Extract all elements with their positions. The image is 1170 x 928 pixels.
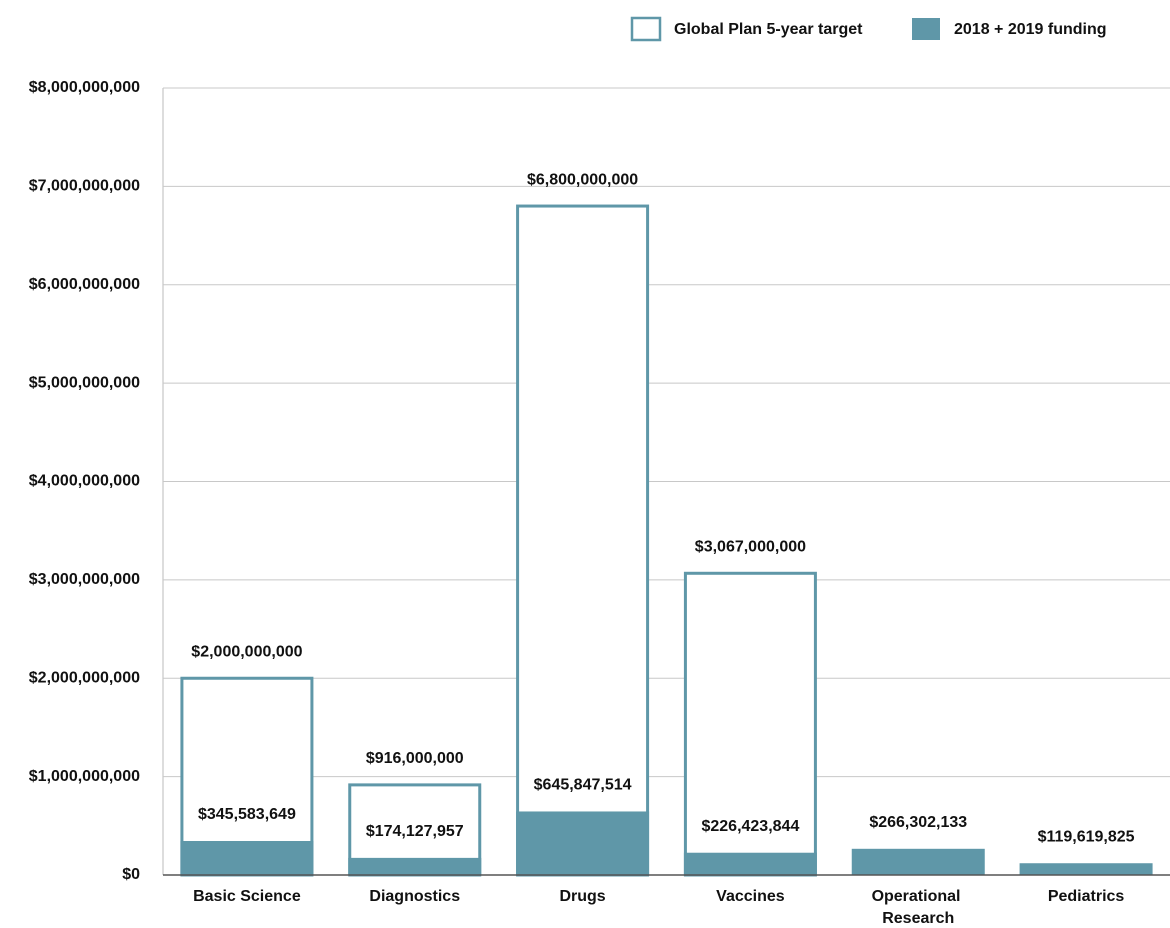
target-bar: [516, 204, 650, 877]
x-tick-label: Diagnostics: [369, 888, 460, 905]
funding-bar: [180, 841, 314, 875]
legend-label: 2018 + 2019 funding: [954, 21, 1107, 38]
x-tick-label-line: Vaccines: [716, 888, 785, 905]
x-tick-label-line: Drugs: [559, 888, 605, 905]
x-tick-label-line: Basic Science: [193, 888, 301, 905]
y-tick-label: $3,000,000,000: [29, 571, 140, 588]
x-tick-label: Operational Research: [872, 888, 965, 927]
x-tick-label-line: Diagnostics: [369, 888, 460, 905]
legend-swatch: [630, 16, 662, 42]
value-label: $3,067,000,000: [695, 539, 806, 556]
x-tick-label: Drugs: [559, 888, 605, 905]
legend-swatch: [912, 18, 940, 40]
y-tick-label: $4,000,000,000: [29, 473, 140, 490]
value-label: $266,302,133: [869, 814, 967, 831]
funding-bar: [348, 857, 482, 875]
value-label: $345,583,649: [198, 806, 296, 823]
y-tick-label: $8,000,000,000: [29, 79, 140, 96]
value-label: $119,619,825: [1038, 828, 1135, 845]
y-tick-label: $0: [122, 866, 140, 883]
value-label: $916,000,000: [366, 750, 464, 767]
funding-bar: [516, 811, 650, 875]
value-label: $2,000,000,000: [191, 643, 302, 660]
value-label: $174,127,957: [366, 823, 464, 840]
x-tick-label: Vaccines: [716, 888, 785, 905]
y-tick-label: $2,000,000,000: [29, 669, 140, 686]
x-tick-label-line: Operational: [872, 888, 965, 905]
funding-bar: [851, 848, 985, 875]
y-tick-label: $5,000,000,000: [29, 374, 140, 391]
x-tick-label-line: Research: [882, 910, 954, 927]
x-tick-label: Pediatrics: [1048, 888, 1125, 905]
value-label: $226,423,844: [701, 818, 799, 835]
x-tick-label-line: Pediatrics: [1048, 888, 1125, 905]
y-tick-label: $6,000,000,000: [29, 276, 140, 293]
y-tick-label: $7,000,000,000: [29, 178, 140, 195]
value-label: $645,847,514: [534, 777, 632, 794]
value-label: $6,800,000,000: [527, 171, 638, 188]
legend-label: Global Plan 5-year target: [674, 21, 863, 38]
y-tick-label: $1,000,000,000: [29, 768, 140, 785]
funding-bar: [683, 852, 817, 875]
funding-bar: [1019, 863, 1153, 875]
x-tick-label: Basic Science: [193, 888, 301, 905]
